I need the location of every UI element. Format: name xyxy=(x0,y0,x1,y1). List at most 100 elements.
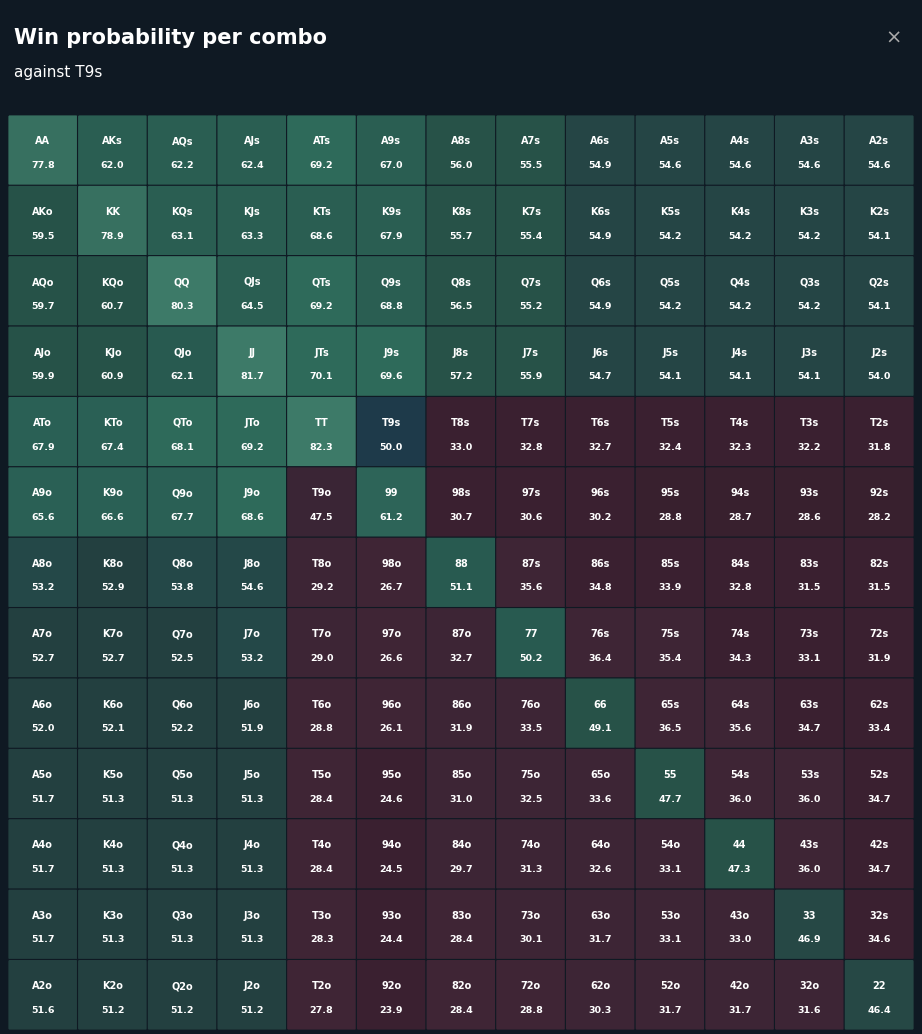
Text: K6s: K6s xyxy=(590,207,610,217)
Text: 47.5: 47.5 xyxy=(310,513,334,522)
Text: 54.7: 54.7 xyxy=(588,372,612,382)
Text: 33.5: 33.5 xyxy=(519,724,542,733)
FancyBboxPatch shape xyxy=(496,326,566,397)
FancyBboxPatch shape xyxy=(426,608,496,678)
Text: 32.7: 32.7 xyxy=(449,653,473,663)
FancyBboxPatch shape xyxy=(635,396,705,467)
Text: 51.3: 51.3 xyxy=(100,794,124,803)
Text: 63.1: 63.1 xyxy=(171,232,194,241)
Text: KQs: KQs xyxy=(171,207,193,217)
Text: K2o: K2o xyxy=(102,981,123,991)
FancyBboxPatch shape xyxy=(704,255,774,327)
Text: KK: KK xyxy=(105,207,120,217)
FancyBboxPatch shape xyxy=(565,185,635,256)
Text: 96s: 96s xyxy=(591,488,610,498)
Text: 51.1: 51.1 xyxy=(449,583,473,592)
Text: 31.8: 31.8 xyxy=(868,443,891,452)
Text: Q9s: Q9s xyxy=(381,277,402,287)
Text: 34.7: 34.7 xyxy=(798,724,822,733)
Text: 77: 77 xyxy=(524,629,538,639)
Text: 52.5: 52.5 xyxy=(171,653,194,663)
Text: 82o: 82o xyxy=(451,981,471,991)
Text: 94o: 94o xyxy=(381,841,401,850)
FancyBboxPatch shape xyxy=(704,326,774,397)
Text: ATo: ATo xyxy=(33,418,53,428)
Text: 47.3: 47.3 xyxy=(728,865,751,874)
FancyBboxPatch shape xyxy=(287,889,357,960)
Text: 76o: 76o xyxy=(521,700,541,709)
FancyBboxPatch shape xyxy=(287,819,357,889)
Text: 67.7: 67.7 xyxy=(171,513,194,522)
Text: 26.7: 26.7 xyxy=(380,583,403,592)
Text: 32.3: 32.3 xyxy=(728,443,751,452)
Text: ×: × xyxy=(885,29,902,48)
Text: 31.0: 31.0 xyxy=(449,794,473,803)
Text: 52.1: 52.1 xyxy=(100,724,124,733)
Text: AKo: AKo xyxy=(32,207,53,217)
Text: T7s: T7s xyxy=(521,418,540,428)
Text: 28.7: 28.7 xyxy=(727,513,751,522)
Text: 55.2: 55.2 xyxy=(519,302,542,311)
Text: T4s: T4s xyxy=(730,418,750,428)
FancyBboxPatch shape xyxy=(496,255,566,327)
Text: 60.7: 60.7 xyxy=(100,302,124,311)
Text: 62.2: 62.2 xyxy=(171,161,194,171)
FancyBboxPatch shape xyxy=(7,608,77,678)
Text: 75s: 75s xyxy=(660,629,680,639)
Text: 28.4: 28.4 xyxy=(449,936,473,944)
Text: 53s: 53s xyxy=(800,770,819,780)
Text: K7s: K7s xyxy=(521,207,540,217)
FancyBboxPatch shape xyxy=(217,889,287,960)
Text: 54.2: 54.2 xyxy=(728,302,751,311)
Text: J4o: J4o xyxy=(243,841,260,850)
Text: 98s: 98s xyxy=(451,488,471,498)
Text: 82.3: 82.3 xyxy=(310,443,334,452)
Text: 85s: 85s xyxy=(660,558,680,569)
Text: A3o: A3o xyxy=(32,911,53,920)
Text: TT: TT xyxy=(314,418,328,428)
FancyBboxPatch shape xyxy=(704,608,774,678)
Text: 54o: 54o xyxy=(660,841,680,850)
Text: 76s: 76s xyxy=(591,629,610,639)
Text: T8s: T8s xyxy=(451,418,471,428)
Text: 34.8: 34.8 xyxy=(588,583,612,592)
Text: J2o: J2o xyxy=(243,981,260,991)
Text: 94s: 94s xyxy=(730,488,750,498)
Text: 84o: 84o xyxy=(451,841,471,850)
Text: 85o: 85o xyxy=(451,770,471,780)
FancyBboxPatch shape xyxy=(217,396,287,467)
Text: 33: 33 xyxy=(803,911,816,920)
Text: 30.3: 30.3 xyxy=(589,1006,612,1014)
FancyBboxPatch shape xyxy=(704,466,774,538)
Text: K8o: K8o xyxy=(102,558,123,569)
FancyBboxPatch shape xyxy=(356,396,426,467)
FancyBboxPatch shape xyxy=(845,608,915,678)
FancyBboxPatch shape xyxy=(565,255,635,327)
Text: A7o: A7o xyxy=(32,629,53,639)
Text: T5s: T5s xyxy=(660,418,680,428)
FancyBboxPatch shape xyxy=(704,960,774,1030)
Text: JJ: JJ xyxy=(248,347,255,358)
Text: K3o: K3o xyxy=(102,911,123,920)
Text: J4s: J4s xyxy=(732,347,748,358)
FancyBboxPatch shape xyxy=(356,466,426,538)
FancyBboxPatch shape xyxy=(565,608,635,678)
FancyBboxPatch shape xyxy=(217,255,287,327)
FancyBboxPatch shape xyxy=(635,185,705,256)
Text: 83o: 83o xyxy=(451,911,471,920)
FancyBboxPatch shape xyxy=(774,326,845,397)
Text: 52.7: 52.7 xyxy=(31,653,54,663)
FancyBboxPatch shape xyxy=(7,185,77,256)
Text: 32.4: 32.4 xyxy=(658,443,682,452)
Text: A8s: A8s xyxy=(451,136,471,147)
Text: 56.5: 56.5 xyxy=(449,302,473,311)
Text: JTo: JTo xyxy=(244,418,260,428)
FancyBboxPatch shape xyxy=(774,185,845,256)
Text: 54.1: 54.1 xyxy=(798,372,822,382)
FancyBboxPatch shape xyxy=(565,396,635,467)
FancyBboxPatch shape xyxy=(217,326,287,397)
Text: 33.0: 33.0 xyxy=(728,936,751,944)
Text: Q3o: Q3o xyxy=(171,911,193,920)
Text: Q9o: Q9o xyxy=(171,488,193,498)
FancyBboxPatch shape xyxy=(77,185,148,256)
